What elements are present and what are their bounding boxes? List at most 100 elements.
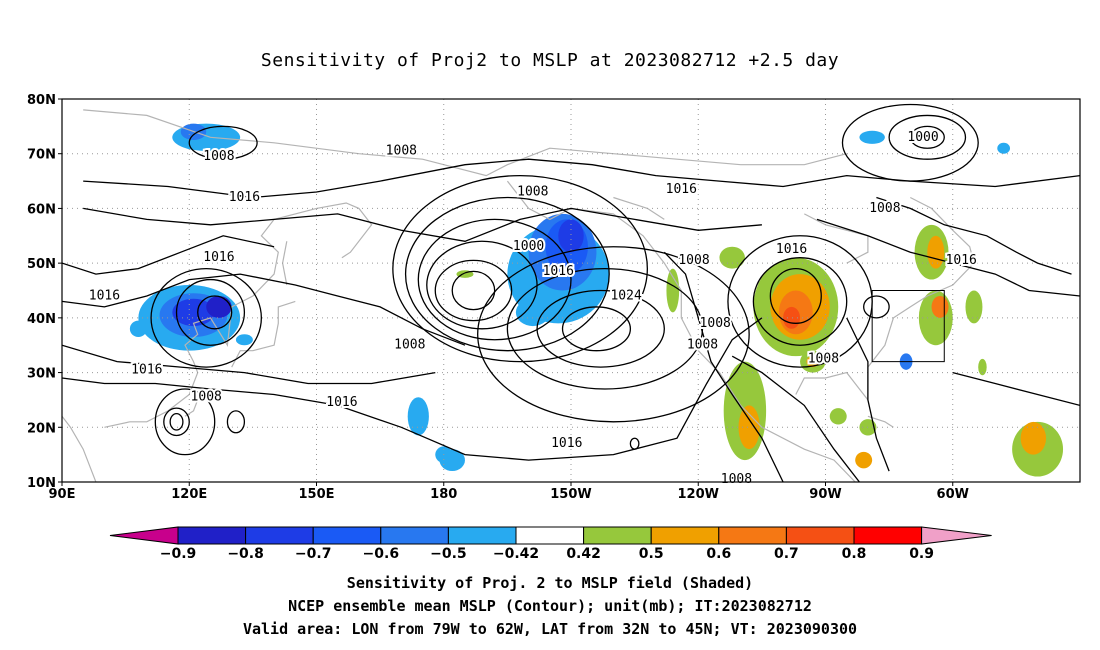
lat-tick-label: 40N [27,312,56,327]
colorbar-label: −0.8 [227,546,264,562]
contour-label: 1008 [687,338,718,353]
sensitivity-patch [806,356,820,368]
contour-label: 1008 [700,316,731,331]
lon-tick-label: 150W [550,487,591,502]
colorbar: −0.9 −0.8 −0.7 −0.6 −0.5 −0.42 0.42 0.5 0.6 0.7 0.… [109,526,992,562]
colorbar-label: −0.9 [160,546,197,562]
contour-label: 1008 [869,201,900,216]
contour-label: 1008 [203,149,234,164]
lon-tick-label: 120E [171,487,207,502]
mslp-contour [863,295,890,319]
mslp-contour [816,218,1080,297]
contour-label: 1016 [666,182,697,197]
sensitivity-patch [407,397,429,436]
colorbar-label: 0.5 [639,546,664,562]
contour-label: 1016 [946,253,977,268]
contour-label: 1016 [229,190,260,205]
lat-tick-label: 50N [27,257,56,272]
contour-label: 1016 [326,395,357,410]
sensitivity-patch [927,235,945,269]
sensitivity-patch [931,295,949,318]
chart-title: Sensitivity of Proj2 to MSLP at 20230827… [260,50,840,71]
sensitivity-patch [965,290,983,324]
colorbar-segment [583,526,652,545]
contour-label: 1008 [721,472,752,487]
mslp-contour [663,251,784,482]
colorbar-segment [853,526,923,545]
mslp-contour [197,295,233,330]
mslp-contour [506,267,704,390]
contour-label: 1016 [203,250,234,265]
colorbar-segment [515,526,585,545]
contour-label: 1016 [89,288,120,303]
contour-label: 1016 [551,436,582,451]
mslp-contour [154,388,216,456]
colorbar-end-low [109,526,179,545]
caption-line-2: NCEP ensemble mean MSLP (Contour); unit(… [288,597,812,615]
mslp-contour [629,437,640,450]
mslp-contour [752,257,848,346]
colorbar-label: −0.6 [363,546,400,562]
mslp-contour [477,246,750,423]
mslp-contour [731,355,860,482]
mslp-contour [769,267,822,324]
lon-tick-label: 180 [430,487,457,502]
contour-label: 1016 [131,362,162,377]
caption-line-3: Valid area: LON from 79W to 62W, LAT fro… [242,620,858,638]
contour-label: 1016 [776,242,807,257]
contour-label: 1008 [386,143,417,158]
colorbar-label: −0.5 [430,546,467,562]
mslp-contour [876,196,1072,275]
coastline [62,415,97,482]
lat-tick-label: 30N [27,367,56,382]
lat-tick-label: 60N [27,202,56,217]
coastline [804,213,869,264]
contour-label: 1000 [513,239,544,254]
colorbar-label: −0.42 [493,546,539,562]
mslp-contour [175,278,246,346]
mslp-contour [888,114,967,160]
mslp-contour [150,267,263,368]
sensitivity-patch [129,320,147,338]
sensitivity-patch [855,451,873,469]
coastline [506,180,856,482]
lon-tick-label: 90E [49,487,76,502]
mslp-contour [392,174,648,363]
sensitivity-patch [1020,421,1047,455]
mslp-contour [434,259,513,322]
mslp-contours [62,103,1080,482]
colorbar-label: 0.8 [842,546,867,562]
colorbar-segment [177,526,247,545]
mslp-contour [188,125,258,160]
verification-box [871,290,945,363]
lat-tick-label: 20N [27,421,56,436]
coastline [281,241,288,286]
coastline [867,415,894,428]
coastline [231,300,296,368]
contour-labels: 1008 1008 1008 1016 1000 1016 1016 1000 1008 1016… [87,128,979,489]
mslp-contour [451,270,496,311]
colorbar-label: 0.9 [909,546,934,562]
colorbar-segment [380,526,449,545]
colorbar-segment [312,526,382,545]
coastline [795,196,975,402]
mslp-contour [226,410,246,434]
colorbar-label: 0.6 [706,546,731,562]
mslp-contour [83,158,1080,199]
lon-tick-label: 90W [809,487,841,502]
mslp-contour [62,273,466,346]
colorbar-segment [785,526,855,545]
mslp-contour [909,125,945,149]
contour-label: 1008 [394,338,425,353]
sensitivity-patch [558,219,584,253]
mslp-contour [62,317,763,461]
mslp-contour [417,218,572,341]
mslp-contour [62,235,275,275]
lat-tick-label: 10N [27,476,56,491]
colorbar-segment [447,526,517,545]
sensitivity-patch [829,408,847,425]
sensitivity-patch [206,295,232,318]
lon-tick-label: 120W [678,487,719,502]
sensitivity-patch [515,298,550,327]
